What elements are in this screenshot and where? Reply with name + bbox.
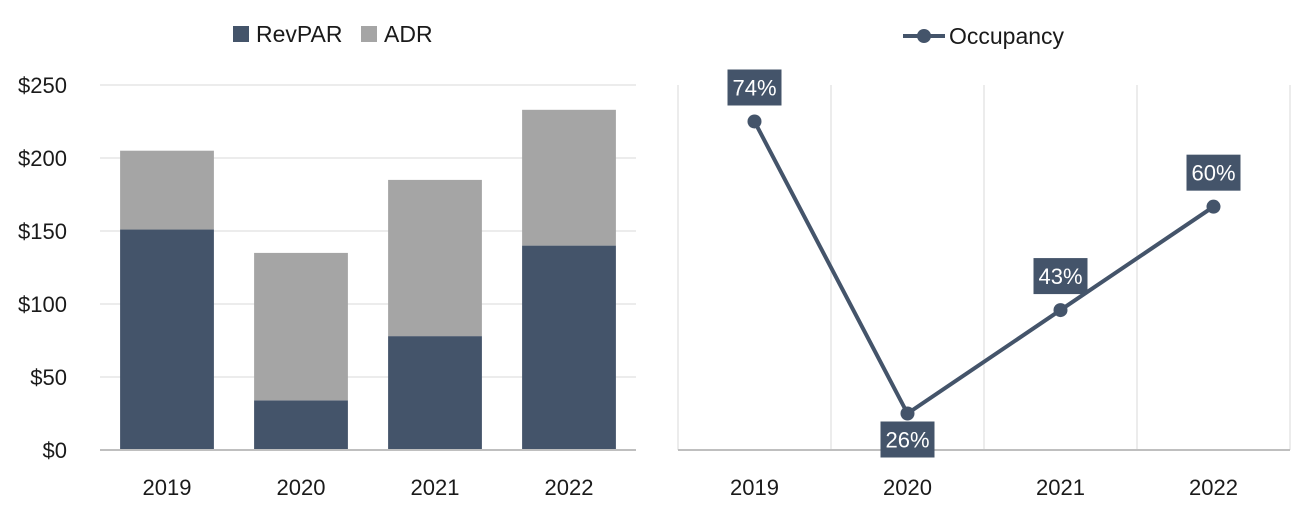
left-y-tick-labels: $0 $50 $100 $150 $200 $250 bbox=[18, 73, 67, 463]
right-legend: Occupancy bbox=[903, 23, 1065, 49]
right-gridlines bbox=[677, 85, 1291, 450]
y-tick-label: $50 bbox=[30, 365, 67, 390]
occupancy-point-2021 bbox=[1053, 303, 1068, 318]
occupancy-label-box bbox=[1033, 258, 1088, 295]
left-x-tick-labels: 2019 2020 2021 2022 bbox=[143, 475, 594, 500]
stacked-bar-chart: $0 $50 $100 $150 $200 $250 2019 2020 2021 2022 R… bbox=[18, 21, 636, 500]
legend-swatch-adr bbox=[361, 26, 377, 42]
bar-revpar-2021 bbox=[388, 336, 482, 450]
x-tick-label: 2021 bbox=[1036, 475, 1085, 500]
bar-revpar-2019 bbox=[120, 229, 214, 450]
bar-adr-2022 bbox=[522, 109, 616, 246]
x-tick-label: 2020 bbox=[277, 475, 326, 500]
x-tick-label: 2022 bbox=[1189, 475, 1238, 500]
x-tick-label: 2020 bbox=[883, 475, 932, 500]
bar-revpar-2020 bbox=[254, 400, 348, 450]
occupancy-line bbox=[752, 120, 1215, 416]
x-tick-label: 2019 bbox=[143, 475, 192, 500]
legend-marker-occupancy bbox=[917, 29, 931, 43]
occupancy-point-2019 bbox=[747, 114, 762, 129]
occupancy-data-label: 26% bbox=[885, 428, 929, 453]
occupancy-line-chart: 2019 2020 2021 2022 74% 26% 43% 60% Occupancy bbox=[677, 23, 1291, 500]
x-tick-label: 2019 bbox=[730, 475, 779, 500]
x-tick-label: 2022 bbox=[545, 475, 594, 500]
y-tick-label: $0 bbox=[43, 438, 67, 463]
legend-swatch-revpar bbox=[233, 26, 249, 42]
bar-adr-2020 bbox=[254, 252, 348, 401]
y-tick-label: $150 bbox=[18, 219, 67, 244]
occupancy-label-box bbox=[880, 421, 935, 458]
bar-adr-2019 bbox=[120, 150, 214, 230]
occupancy-series: 74% 26% 43% 60% bbox=[727, 69, 1241, 458]
y-tick-label: $250 bbox=[18, 73, 67, 98]
occupancy-data-label: 74% bbox=[732, 76, 776, 101]
y-tick-label: $200 bbox=[18, 146, 67, 171]
y-tick-label: $100 bbox=[18, 292, 67, 317]
occupancy-label-box bbox=[1186, 154, 1241, 191]
occupancy-point-2020 bbox=[900, 406, 915, 421]
left-legend: RevPAR ADR bbox=[233, 21, 433, 47]
occupancy-data-label: 60% bbox=[1191, 161, 1235, 186]
left-bars bbox=[120, 109, 616, 450]
right-x-tick-labels: 2019 2020 2021 2022 bbox=[730, 475, 1238, 500]
bar-revpar-2022 bbox=[522, 245, 616, 450]
x-tick-label: 2021 bbox=[411, 475, 460, 500]
occupancy-label-box bbox=[727, 69, 782, 106]
legend-label-revpar: RevPAR bbox=[256, 21, 343, 47]
occupancy-data-label: 43% bbox=[1038, 264, 1082, 289]
legend-label-occupancy: Occupancy bbox=[949, 23, 1065, 49]
occupancy-point-2022 bbox=[1206, 199, 1221, 214]
legend-label-adr: ADR bbox=[384, 21, 433, 47]
bar-adr-2021 bbox=[388, 179, 482, 337]
